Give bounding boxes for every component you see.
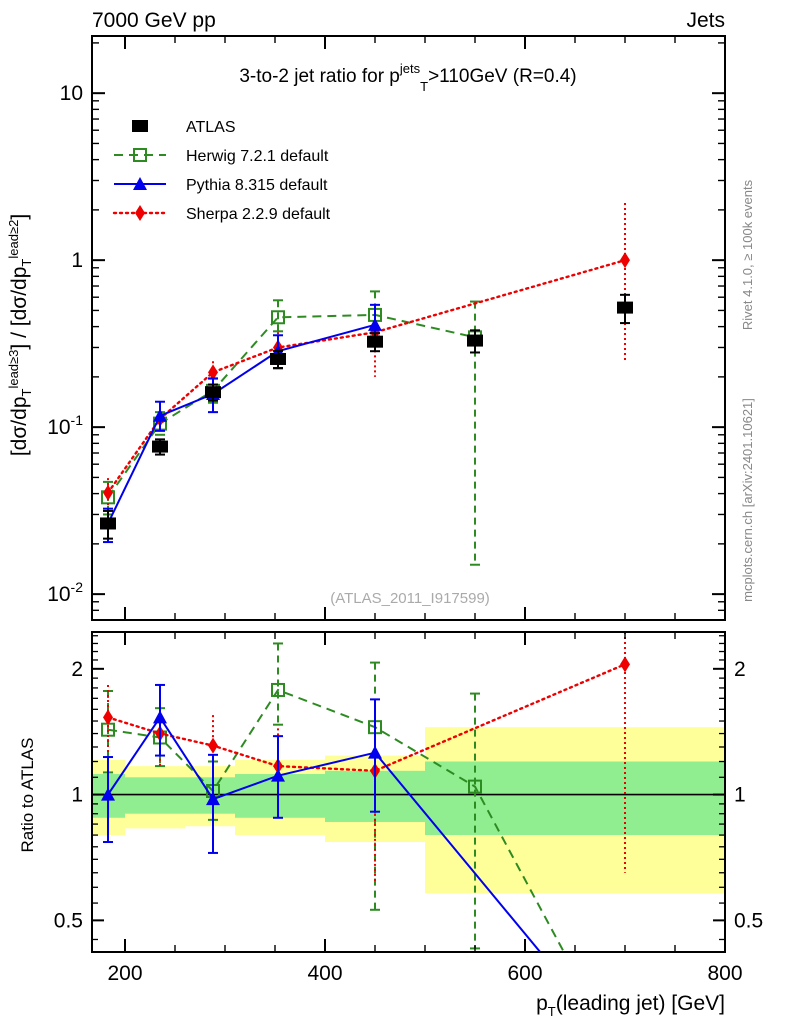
xaxis-tick-label: 400: [307, 962, 342, 985]
legend-label: Pythia 8.315 default: [186, 177, 328, 194]
ratio-series-line: [106, 663, 627, 773]
marker-triangle: [153, 408, 167, 422]
side-text-bottom: mcplots.cern.ch [arXiv:2401.10621]: [740, 398, 755, 602]
marker-triangle: [133, 177, 147, 190]
marker-square-open: [133, 148, 147, 162]
marker-diamond: [208, 737, 218, 754]
ylabel-sub-a: T: [19, 389, 34, 397]
legend-item[interactable]: Pythia 8.315 default: [114, 177, 328, 194]
series-line: [106, 259, 627, 494]
marker-triangle: [271, 768, 285, 782]
ratio-ytick-label-right: 2: [734, 658, 746, 681]
marker-diamond: [135, 205, 145, 221]
main-panel: 10 1 10-1 10-2: [47, 35, 726, 621]
ratio-series-line: [107, 715, 542, 952]
main-ylabel: [dσ/dpTlead≥3] / [dσ/dpTlead≥2]: [6, 214, 34, 456]
title-sub: T: [420, 79, 428, 94]
marker-diamond: [208, 364, 218, 381]
marker-triangle: [368, 745, 382, 759]
side-annotations: Rivet 4.1.0, ≥ 100k events mcplots.cern.…: [740, 179, 755, 601]
legend-item[interactable]: Sherpa 2.2.9 default: [112, 205, 331, 223]
ylabel-part-c: ]: [8, 214, 31, 220]
ratio-series-pythia: [101, 683, 542, 952]
marker-square: [132, 120, 148, 132]
ylabel-sub-b: T: [19, 259, 34, 267]
header-left: 7000 GeV pp: [92, 9, 216, 32]
main-ytick-label: 10-1: [47, 412, 83, 439]
header-right: Jets: [686, 9, 725, 32]
ratio-ytick-label: 2: [71, 658, 83, 681]
ratio-ylabel: Ratio to ATLAS: [18, 738, 37, 853]
marker-diamond: [620, 252, 630, 269]
ylabel-sup-b: lead≥2: [6, 220, 21, 259]
marker-square-open: [468, 779, 482, 794]
marker-triangle: [368, 317, 382, 331]
marker-square: [367, 335, 383, 348]
xlabel-sub: T: [548, 1004, 556, 1019]
watermark: (ATLAS_2011_I917599): [330, 590, 490, 607]
marker-diamond: [620, 656, 630, 673]
xaxis-label: pT(leading jet) [GeV]: [536, 992, 725, 1019]
legend: ATLAS Herwig 7.2.1 default Pythia 8.315 de…: [112, 119, 331, 223]
marker-diamond: [103, 484, 113, 501]
xlabel-rest: (leading jet) [GeV]: [556, 992, 725, 1015]
xaxis-tick-label: 200: [107, 962, 142, 985]
marker-square: [205, 386, 221, 399]
ylabel-sup-a: lead≥3: [6, 350, 21, 389]
legend-label: Herwig 7.2.1 default: [186, 148, 329, 165]
marker-diamond: [103, 709, 113, 726]
marker-square: [617, 301, 633, 314]
ratio-ytick-label-right: 0.5: [734, 909, 763, 932]
ratio-panel: 2 2 1 1 0.5 0.5 200 400 600 800: [54, 631, 763, 985]
band-inner: [425, 761, 725, 836]
side-text-top: Rivet 4.1.0, ≥ 100k events: [740, 179, 755, 330]
marker-triangle: [153, 710, 167, 724]
marker-square: [152, 440, 168, 453]
ylabel-part-b: ] / [dσ/dp: [8, 267, 31, 350]
main-frame: [91, 35, 726, 621]
main-ytick-label: 10-2: [47, 579, 83, 606]
marker-triangle: [101, 787, 115, 801]
marker-square-open: [271, 310, 285, 325]
marker-square-open: [271, 682, 285, 697]
legend-item[interactable]: Herwig 7.2.1 default: [114, 148, 329, 165]
ratio-ytick-label: 1: [71, 784, 83, 807]
xaxis-tick-label: 600: [507, 962, 542, 985]
ratio-frame: [91, 631, 726, 953]
svg-text:[dσ/dpTlead≥3] / [dσ/dpTlead≥2: [dσ/dpTlead≥3] / [dσ/dpTlead≥2]: [6, 214, 34, 456]
main-ytick-label: 1: [71, 249, 83, 272]
legend-label: ATLAS: [186, 119, 236, 136]
xlabel-p: p: [536, 992, 548, 1015]
title-post: >110GeV (R=0.4): [428, 66, 577, 87]
title-sup: jets: [399, 61, 421, 76]
main-title: 3-to-2 jet ratio for pjets T>110GeV (R=0.…: [239, 61, 576, 94]
marker-square: [270, 352, 286, 365]
band-inner: [125, 777, 185, 814]
series-atlas: [100, 293, 633, 540]
legend-label: Sherpa 2.2.9 default: [186, 206, 331, 223]
ratio-ytick-label-right: 1: [734, 784, 746, 807]
marker-square: [100, 517, 116, 530]
ylabel-part-a: [dσ/dp: [8, 397, 31, 457]
marker-triangle: [206, 792, 220, 806]
legend-item[interactable]: ATLAS: [132, 119, 236, 136]
main-ytick-label: 10: [60, 82, 83, 105]
ratio-ytick-label: 0.5: [54, 909, 83, 932]
xaxis-tick-label: 800: [707, 962, 742, 985]
marker-square: [467, 334, 483, 347]
title-pre: 3-to-2 jet ratio for p: [239, 66, 400, 87]
